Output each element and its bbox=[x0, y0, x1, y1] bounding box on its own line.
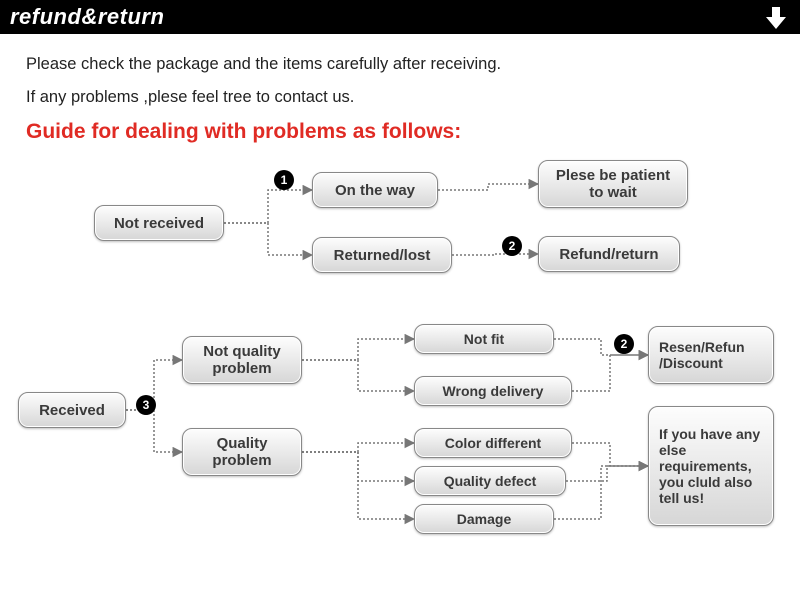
node-resend_refund: Resen/Refun /Discount bbox=[648, 326, 774, 384]
edge-not_received-returned_lost bbox=[224, 223, 312, 255]
edge-not_fit-resend_refund bbox=[554, 339, 648, 355]
intro-line-2: If any problems ,plese feel tree to cont… bbox=[26, 86, 354, 109]
edge-color_different-anything_else bbox=[572, 443, 648, 466]
node-on_the_way: On the way bbox=[312, 172, 438, 208]
edge-quality-color_different bbox=[302, 443, 414, 452]
down-arrow-icon bbox=[762, 3, 790, 31]
node-patient_wait: Plese be patient to wait bbox=[538, 160, 688, 208]
node-anything_else: If you have any else requirements, you c… bbox=[648, 406, 774, 526]
node-not_fit: Not fit bbox=[414, 324, 554, 354]
edge-received-quality bbox=[126, 410, 182, 452]
badge-b4: 2 bbox=[614, 334, 634, 354]
node-wrong_delivery: Wrong delivery bbox=[414, 376, 572, 406]
edge-wrong_delivery-resend_refund bbox=[572, 355, 648, 391]
header-bar: refund&return bbox=[0, 0, 800, 34]
edge-quality_defect-anything_else bbox=[566, 466, 648, 481]
edge-returned_lost-refund_return bbox=[452, 254, 538, 255]
node-received: Received bbox=[18, 392, 126, 428]
edge-not_quality-wrong_delivery bbox=[302, 360, 414, 391]
node-not_quality: Not quality problem bbox=[182, 336, 302, 384]
node-color_different: Color different bbox=[414, 428, 572, 458]
canvas: refund&return Please check the package a… bbox=[0, 0, 800, 593]
badge-b1: 1 bbox=[274, 170, 294, 190]
edge-not_quality-not_fit bbox=[302, 339, 414, 360]
edge-not_received-on_the_way bbox=[224, 190, 312, 223]
node-not_received: Not received bbox=[94, 205, 224, 241]
node-refund_return: Refund/return bbox=[538, 236, 680, 272]
edge-damage-anything_else bbox=[554, 466, 648, 519]
edge-on_the_way-patient_wait bbox=[438, 184, 538, 190]
edge-quality-damage bbox=[302, 452, 414, 519]
node-damage: Damage bbox=[414, 504, 554, 534]
badge-b2: 2 bbox=[502, 236, 522, 256]
intro-line-1: Please check the package and the items c… bbox=[26, 53, 501, 76]
header-title: refund&return bbox=[10, 4, 164, 30]
badge-b3: 3 bbox=[136, 395, 156, 415]
node-quality_defect: Quality defect bbox=[414, 466, 566, 496]
node-quality: Quality problem bbox=[182, 428, 302, 476]
node-returned_lost: Returned/lost bbox=[312, 237, 452, 273]
guide-title: Guide for dealing with problems as follo… bbox=[26, 120, 461, 144]
edge-quality-quality_defect bbox=[302, 452, 414, 481]
